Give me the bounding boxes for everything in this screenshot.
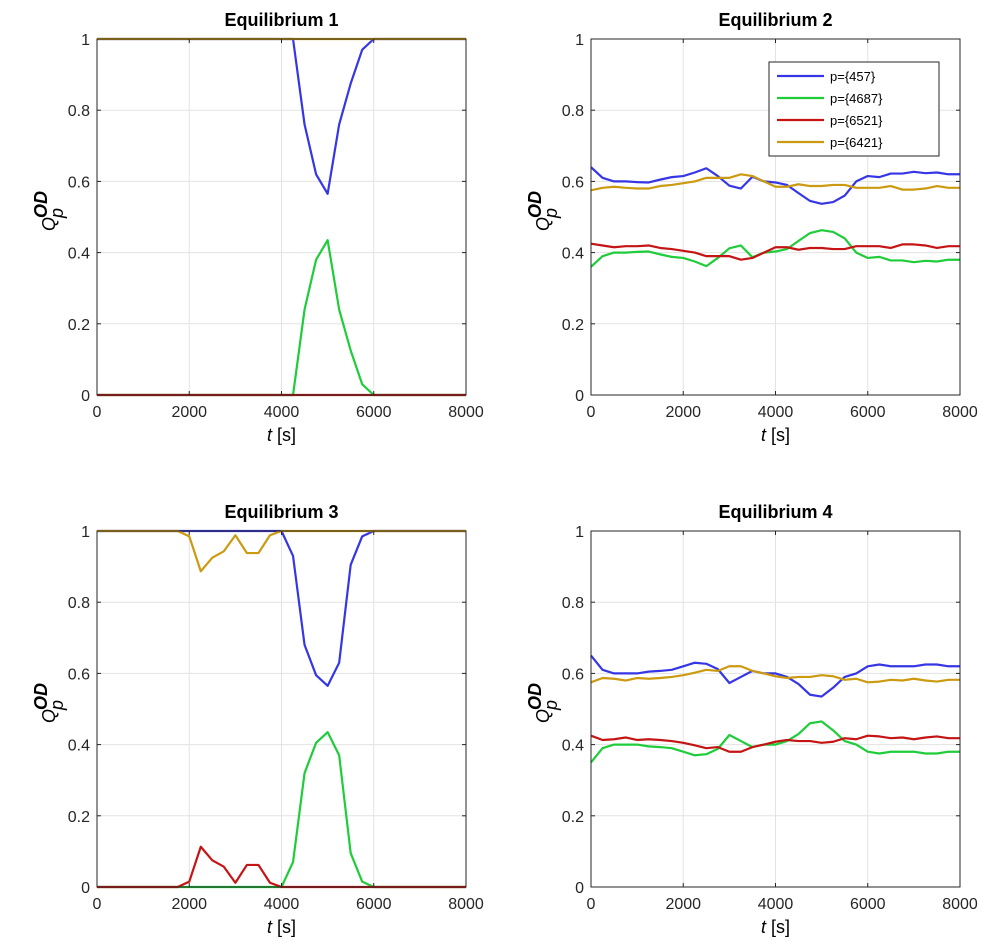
legend-entry: p={457} [830, 69, 876, 84]
x-tick-label: 0 [93, 896, 102, 913]
legend: p={457} p={4687} p={6521} p={6421} [768, 61, 940, 157]
x-tick-label: 6000 [356, 896, 392, 913]
y-tick-label: 1 [81, 32, 90, 49]
svg-text:p: p [541, 208, 561, 219]
y-tick-label: 0 [81, 388, 90, 405]
svg-text:OD: OD [525, 191, 545, 218]
y-tick-label: 0.6 [562, 666, 584, 683]
y-tick-label: 0.8 [68, 103, 90, 120]
chart-title: Equilibrium 1 [224, 10, 338, 30]
y-tick-label: 0.6 [68, 174, 90, 191]
series-line-1 [97, 37, 466, 195]
chart-panel-3: 0 2000 4000 6000 8000 0 0.2 0.4 0.6 0.8 1 Equilibri… [31, 502, 484, 937]
y-tick-label: 0 [575, 388, 584, 405]
x-tick-label: 4000 [758, 404, 794, 421]
y-tick-label: 0.2 [68, 317, 90, 334]
legend-box [768, 61, 940, 157]
svg-text:p: p [47, 700, 67, 711]
y-tick-label: 0.4 [562, 246, 584, 263]
series-line-1 [97, 529, 466, 687]
chart-title: Equilibrium 3 [224, 502, 338, 522]
x-tick-label: 8000 [448, 404, 484, 421]
x-tick-label: 4000 [264, 404, 300, 421]
x-tick-label: 8000 [942, 896, 978, 913]
y-tick-label: 0.6 [562, 174, 584, 191]
x-tick-label: 2000 [665, 404, 701, 421]
x-tick-label: 2000 [171, 896, 207, 913]
x-tick-label: 0 [93, 404, 102, 421]
series-line-2 [590, 720, 960, 764]
y-tick-label: 0.8 [562, 595, 584, 612]
svg-text:OD: OD [525, 683, 545, 710]
series-line-1 [590, 166, 960, 205]
chart-title: Equilibrium 2 [718, 10, 832, 30]
y-tick-label: 1 [575, 32, 584, 49]
chart-panel-4: 0 2000 4000 6000 8000 0 0.2 0.4 0.6 0.8 1 Equilibri… [525, 502, 978, 937]
chart-panel-1: 0 2000 4000 6000 8000 0 0.2 0.4 0.6 0.8 1 Equilibri… [31, 10, 484, 445]
chart-title: Equilibrium 4 [718, 502, 832, 522]
x-tick-label: 4000 [264, 896, 300, 913]
series-line-3 [97, 845, 466, 889]
series-line-4 [590, 665, 960, 684]
legend-entry: p={6521} [830, 113, 883, 128]
x-tick-label: 6000 [850, 404, 886, 421]
series-line-2 [590, 229, 960, 268]
x-tick-label: 8000 [448, 896, 484, 913]
svg-text:Q: Q [39, 709, 59, 723]
x-axis-label: t [s] [761, 917, 790, 937]
y-tick-label: 1 [575, 524, 584, 541]
x-tick-label: 0 [587, 896, 596, 913]
x-tick-label: 4000 [758, 896, 794, 913]
x-tick-label: 8000 [942, 404, 978, 421]
y-tick-label: 0.4 [68, 738, 90, 755]
y-tick-label: 0 [81, 880, 90, 897]
y-tick-label: 1 [81, 524, 90, 541]
chart-panel-2: 0 2000 4000 6000 8000 0 0.2 0.4 0.6 0.8 1 Equilibri… [525, 10, 978, 445]
legend-entry: p={6421} [830, 135, 883, 150]
svg-text:Q: Q [533, 709, 553, 723]
series-line-1 [590, 654, 960, 698]
x-tick-label: 6000 [356, 404, 392, 421]
y-tick-label: 0.2 [562, 317, 584, 334]
x-tick-label: 2000 [665, 896, 701, 913]
x-axis-label: t [s] [267, 425, 296, 445]
series-line-3 [590, 734, 960, 753]
series-line-2 [97, 239, 466, 397]
y-tick-label: 0.2 [68, 809, 90, 826]
series-line-4 [590, 173, 960, 192]
x-tick-label: 2000 [171, 404, 207, 421]
y-tick-label: 0.8 [562, 103, 584, 120]
x-axis-label: t [s] [761, 425, 790, 445]
y-tick-label: 0.4 [562, 738, 584, 755]
svg-text:p: p [541, 700, 561, 711]
y-tick-label: 0.2 [562, 809, 584, 826]
x-tick-label: 0 [587, 404, 596, 421]
series-line-2 [97, 731, 466, 889]
x-axis-label: t [s] [267, 917, 296, 937]
y-tick-label: 0.6 [68, 666, 90, 683]
series-line-3 [590, 242, 960, 261]
legend-entry: p={4687} [830, 91, 883, 106]
x-tick-label: 6000 [850, 896, 886, 913]
svg-text:p: p [47, 208, 67, 219]
svg-text:OD: OD [31, 683, 51, 710]
y-tick-label: 0.8 [68, 595, 90, 612]
y-tick-label: 0.4 [68, 246, 90, 263]
svg-text:Q: Q [533, 217, 553, 231]
svg-text:OD: OD [31, 191, 51, 218]
svg-text:Q: Q [39, 217, 59, 231]
y-tick-label: 0 [575, 880, 584, 897]
series-line-4 [97, 529, 466, 573]
